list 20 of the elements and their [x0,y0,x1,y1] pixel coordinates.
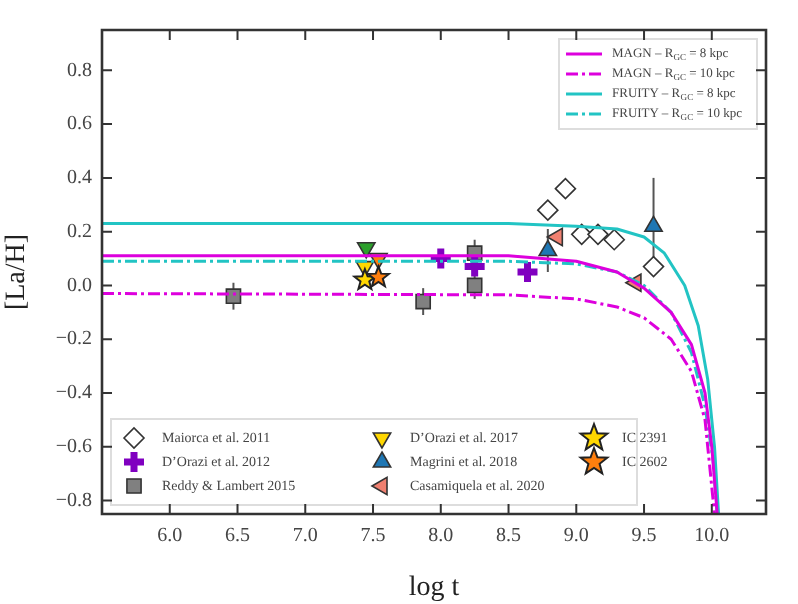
y-axis-title: [La/H] [2,233,33,311]
y-tick-label: 0.4 [67,167,92,190]
y-tick-label: −0.2 [55,328,92,351]
x-tick-label: 8.0 [428,525,454,548]
y-tick-label: 0.0 [67,274,92,297]
x-axis-title: log t [408,572,460,603]
y-tick-label: −0.8 [55,489,92,512]
x-tick-label: 10.0 [694,525,730,548]
x-tick-label: 9.0 [563,525,589,548]
y-tick-label: 0.2 [67,220,92,243]
y-tick-label: 0.8 [67,59,92,82]
x-tick-label: 6.5 [225,525,251,548]
y-tick-label: −0.6 [55,436,92,459]
x-tick-label: 7.5 [360,525,386,548]
y-tick-label: 0.6 [67,113,92,136]
x-tick-label: 7.0 [292,525,318,548]
x-tick-label: 8.5 [496,525,522,548]
y-tick-label: −0.4 [55,382,92,405]
x-tick-label: 6.0 [157,525,183,548]
x-tick-label: 9.5 [631,525,657,548]
